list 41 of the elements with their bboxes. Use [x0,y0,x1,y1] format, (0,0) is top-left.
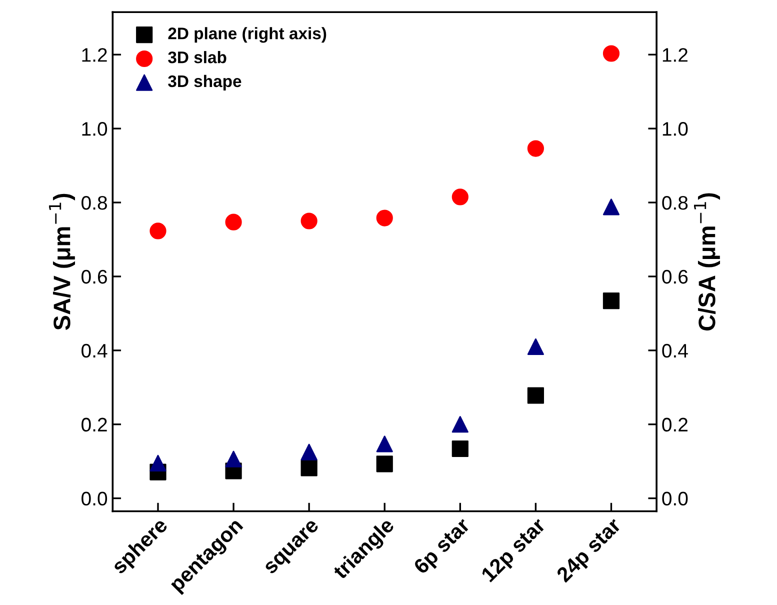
y2-axis-title: C/SA (μm$^{−1}$) [694,193,720,330]
point [602,45,620,62]
y2-tick-label: 0.2 [662,418,688,432]
point [300,212,318,230]
point [376,456,393,472]
point [225,450,242,468]
point [150,454,166,472]
y2-tick-label: 1.2 [662,48,688,62]
y-tick-label: 1.0 [82,122,108,136]
point [527,338,544,355]
point [376,436,393,452]
y-tick-label: 0.2 [82,418,107,432]
point [452,416,468,433]
y-tick-label: 0.0 [82,492,108,506]
y2-tick-label: 0.0 [662,492,688,506]
point [376,210,393,226]
point [452,188,468,206]
point [300,460,318,476]
y2-tick-label: 0.8 [662,196,688,210]
y-tick-label: 0.8 [82,196,107,210]
point [452,440,468,458]
y-axis-title: SA/V (μm$^{−1}$) [49,194,75,330]
y-tick-label: 1.2 [82,48,107,62]
point [602,292,620,310]
x-tick-label: 6p star [412,516,474,578]
x-tick-label: 24p star [556,516,625,586]
x-tick-label: 12p star [480,516,550,586]
y2-tick-label: 1.0 [662,122,688,136]
point [527,140,544,157]
point [602,198,620,216]
y-tick-label: 0.4 [82,344,108,358]
point [300,444,318,460]
y2-tick-label: 0.4 [662,344,688,358]
legend-label: 2D plane (right axis) [168,27,326,43]
legend-label: 3D slab [168,51,226,64]
point [225,214,242,230]
point [150,222,166,240]
legend-label: 3D shape [168,74,242,90]
y2-tick-label: 0.6 [662,270,688,284]
point [527,387,544,404]
y-tick-label: 0.6 [82,270,107,284]
